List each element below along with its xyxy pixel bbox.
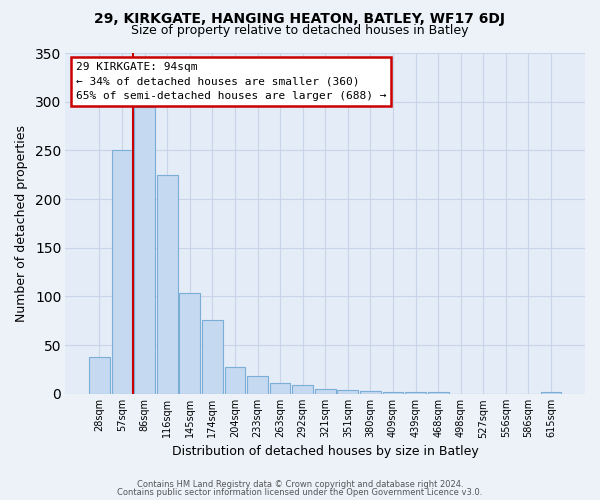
Bar xyxy=(428,392,449,394)
X-axis label: Distribution of detached houses by size in Batley: Distribution of detached houses by size … xyxy=(172,444,479,458)
Bar xyxy=(224,366,245,394)
Bar xyxy=(337,390,358,394)
Bar xyxy=(541,392,562,394)
Text: 29, KIRKGATE, HANGING HEATON, BATLEY, WF17 6DJ: 29, KIRKGATE, HANGING HEATON, BATLEY, WF… xyxy=(95,12,505,26)
Bar xyxy=(134,106,155,394)
Bar xyxy=(292,385,313,394)
Text: 29 KIRKGATE: 94sqm
← 34% of detached houses are smaller (360)
65% of semi-detach: 29 KIRKGATE: 94sqm ← 34% of detached hou… xyxy=(76,62,386,101)
Bar xyxy=(157,174,178,394)
Bar xyxy=(179,292,200,394)
Bar xyxy=(247,376,268,394)
Bar xyxy=(202,320,223,394)
Text: Contains HM Land Registry data © Crown copyright and database right 2024.: Contains HM Land Registry data © Crown c… xyxy=(137,480,463,489)
Text: Size of property relative to detached houses in Batley: Size of property relative to detached ho… xyxy=(131,24,469,37)
Bar xyxy=(89,357,110,394)
Y-axis label: Number of detached properties: Number of detached properties xyxy=(15,125,28,322)
Bar xyxy=(270,383,290,394)
Bar xyxy=(383,392,403,394)
Bar xyxy=(112,150,133,394)
Bar xyxy=(405,392,426,394)
Bar xyxy=(360,391,381,394)
Bar xyxy=(315,389,335,394)
Text: Contains public sector information licensed under the Open Government Licence v3: Contains public sector information licen… xyxy=(118,488,482,497)
